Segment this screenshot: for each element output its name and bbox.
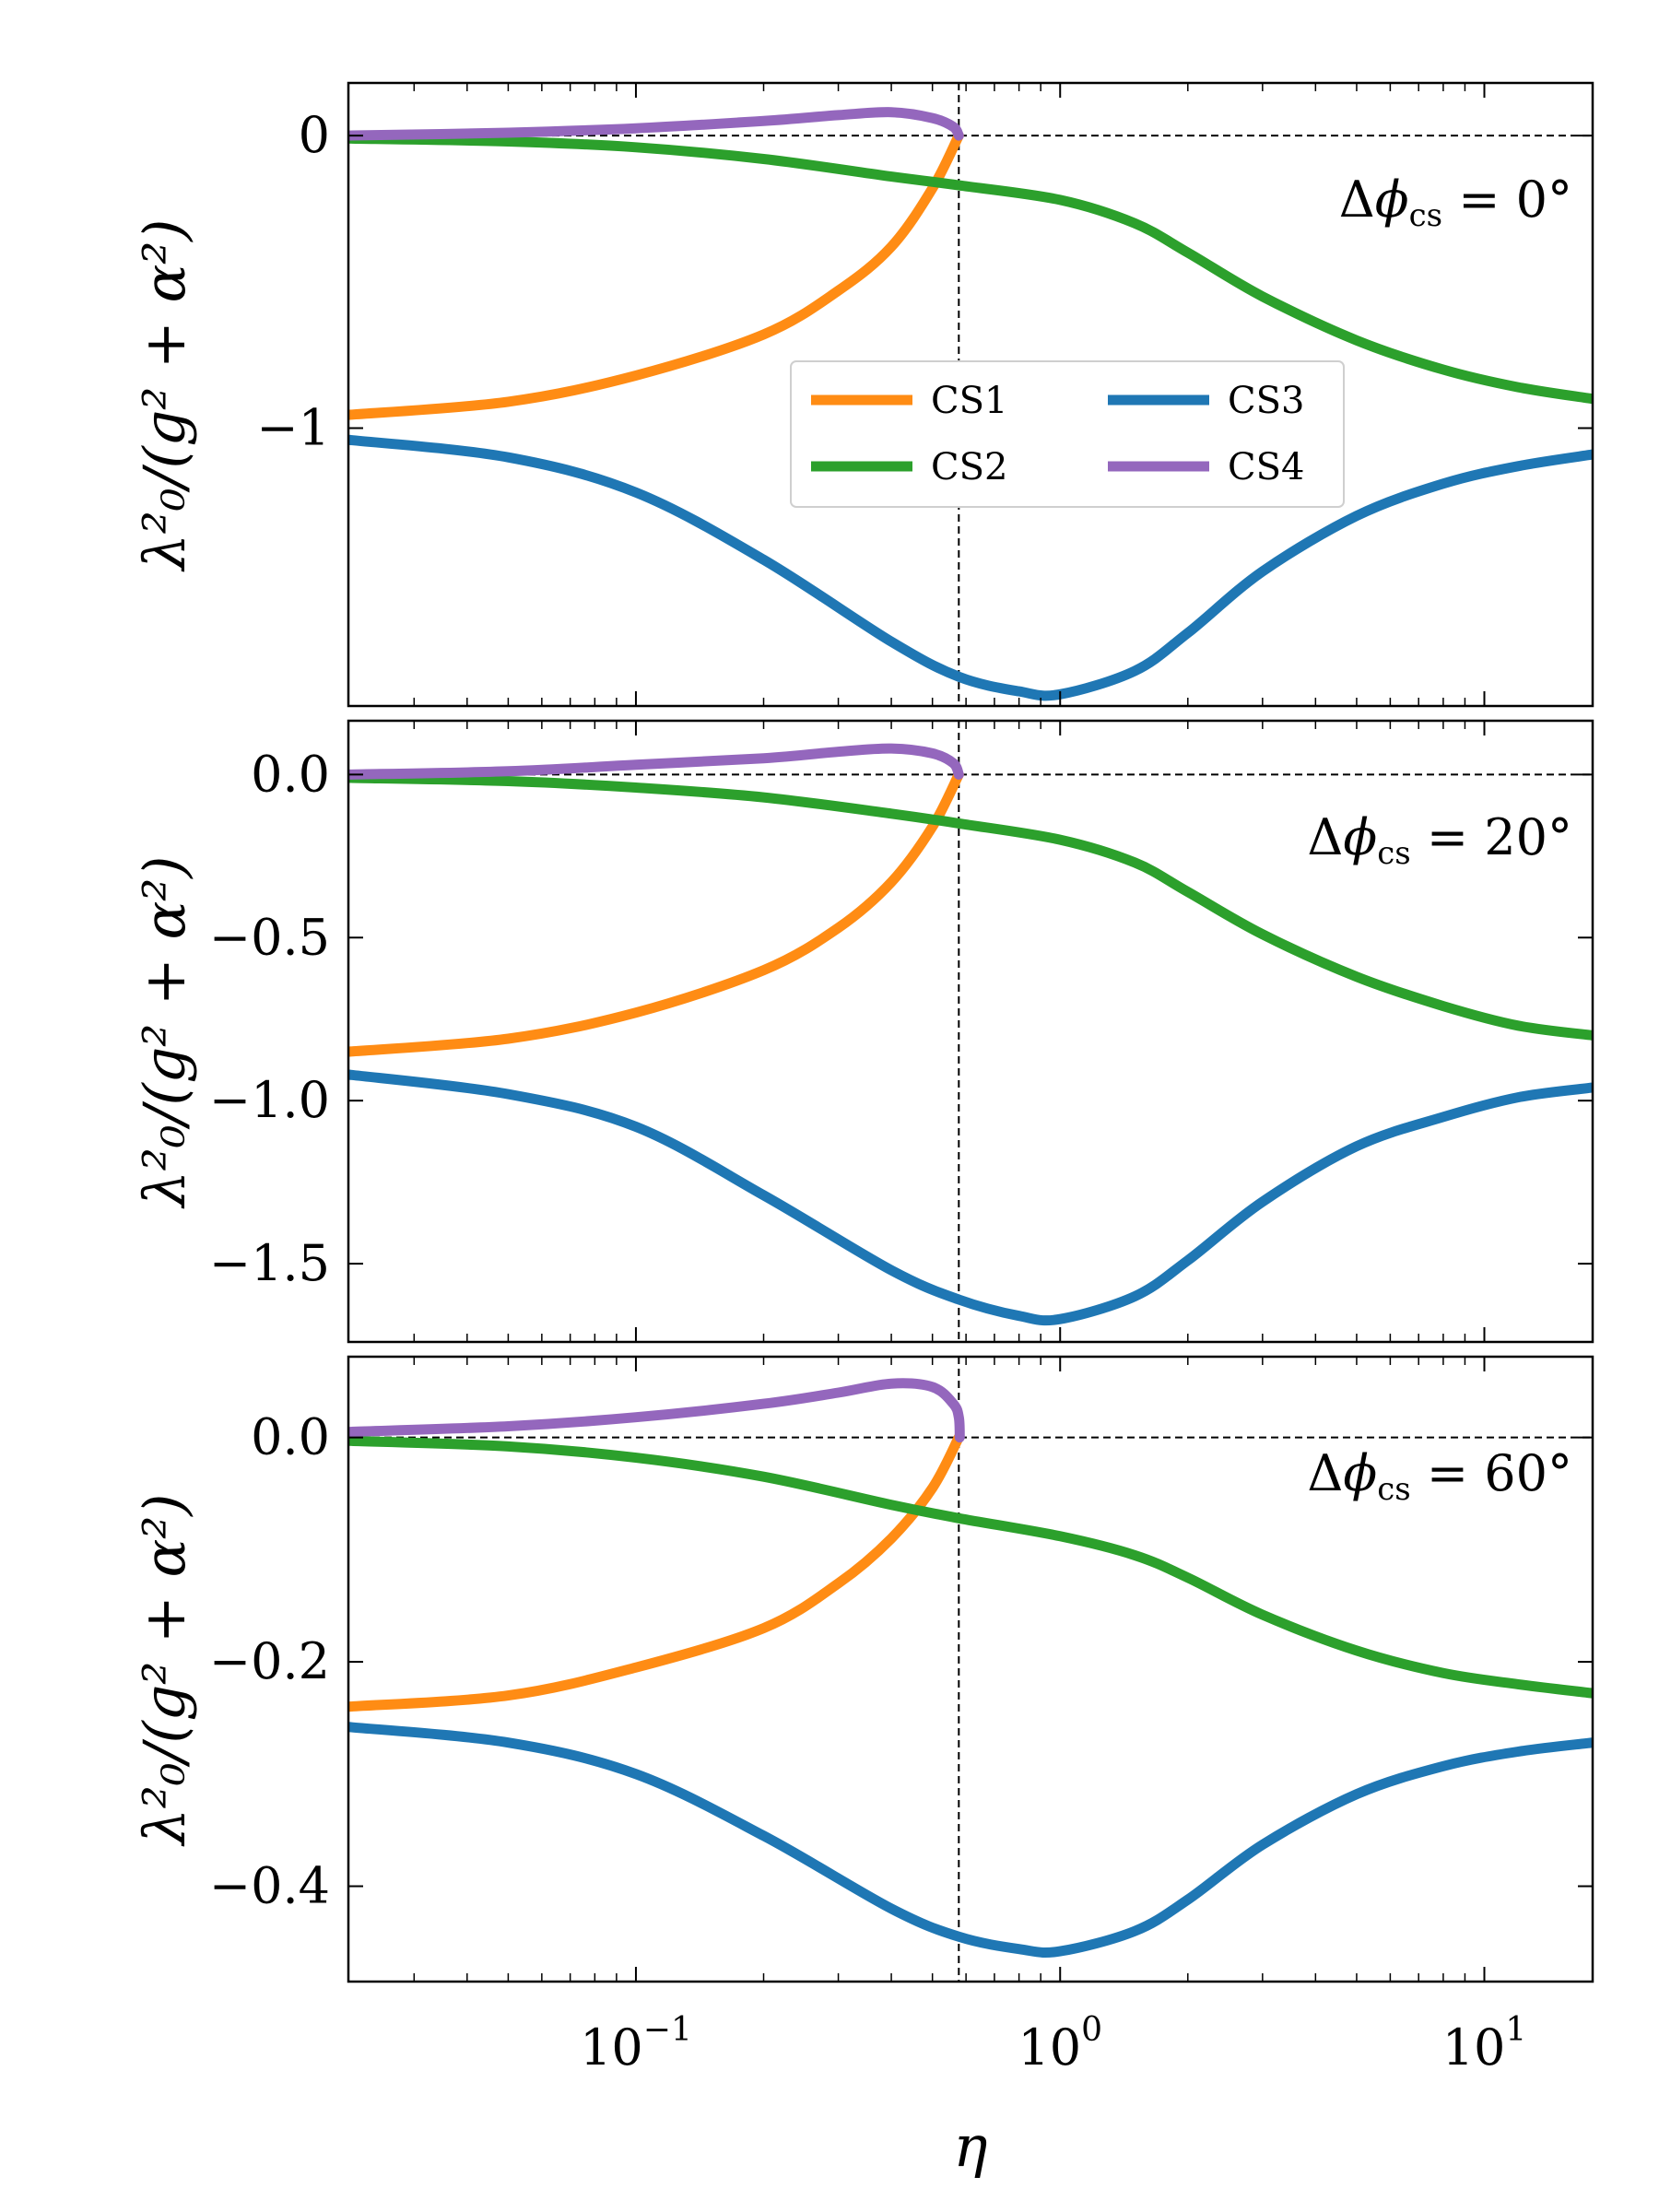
y-tick-label: −0.2 xyxy=(209,1632,330,1690)
y-tick-label: −1.5 xyxy=(209,1234,330,1292)
series-cs1-line xyxy=(348,130,964,420)
axes-frame xyxy=(347,1355,1594,1983)
series-cs3-line xyxy=(348,1722,1593,1958)
y-tick-label: −0.4 xyxy=(209,1857,330,1915)
x-tick-label: 100 xyxy=(1018,2011,1102,2077)
x-axis-title: η xyxy=(953,2112,987,2180)
series-cs1-line xyxy=(348,1432,964,1712)
series-group xyxy=(348,107,1593,701)
series-cs4-line xyxy=(348,743,964,780)
axes-frame xyxy=(347,81,1594,708)
panels-group: 0 −1 λ²₀/(g² + α²) Δϕcs = 0° CS1 CS2 CS3 CS4 0.0… xyxy=(131,81,1594,1983)
y-tick-label: 0 xyxy=(299,106,330,164)
delta-phi-annotation: Δϕcs = 60° xyxy=(1307,1444,1572,1508)
legend: CS1 CS2 CS3 CS4 xyxy=(790,360,1345,508)
y-axis-title: λ²₀/(g² + α²) xyxy=(131,856,198,1210)
series-cs3-line xyxy=(348,434,1593,701)
panel-1: 0 −1 λ²₀/(g² + α²) Δϕcs = 0° CS1 CS2 CS3 CS4 xyxy=(131,81,1594,708)
delta-phi-annotation: Δϕcs = 20° xyxy=(1307,808,1572,872)
x-axis-labels: 10−1 100 101 xyxy=(580,2011,1526,2077)
legend-label-cs3: CS3 xyxy=(1228,380,1304,422)
y-tick-label: −1 xyxy=(256,398,330,456)
y-tick-label: −1.0 xyxy=(209,1071,330,1129)
y-tick-label: −0.5 xyxy=(209,908,330,966)
y-tick-label: 0.0 xyxy=(251,745,330,803)
axes-frame xyxy=(347,719,1594,1344)
series-group xyxy=(348,743,1593,1326)
series-group xyxy=(348,1378,1593,1958)
series-cs1-line xyxy=(348,769,964,1057)
legend-label-cs2: CS2 xyxy=(931,446,1007,488)
x-tick-label: 10−1 xyxy=(580,2011,692,2077)
series-cs4-line xyxy=(348,1378,965,1443)
legend-label-cs1: CS1 xyxy=(931,380,1007,422)
y-tick-label: 0.0 xyxy=(251,1408,330,1466)
x-tick-label: 101 xyxy=(1442,2011,1527,2077)
series-cs2-line xyxy=(348,1435,1593,1699)
y-axis-title: λ²₀/(g² + α²) xyxy=(131,1494,198,1848)
series-cs3-line xyxy=(348,1069,1593,1326)
y-axis-title: λ²₀/(g² + α²) xyxy=(131,219,198,573)
delta-phi-annotation: Δϕcs = 0° xyxy=(1339,171,1572,234)
legend-label-cs4: CS4 xyxy=(1228,446,1304,488)
series-cs2-line xyxy=(348,133,1593,405)
series-cs4-line xyxy=(348,107,964,141)
series-cs2-line xyxy=(348,772,1593,1041)
